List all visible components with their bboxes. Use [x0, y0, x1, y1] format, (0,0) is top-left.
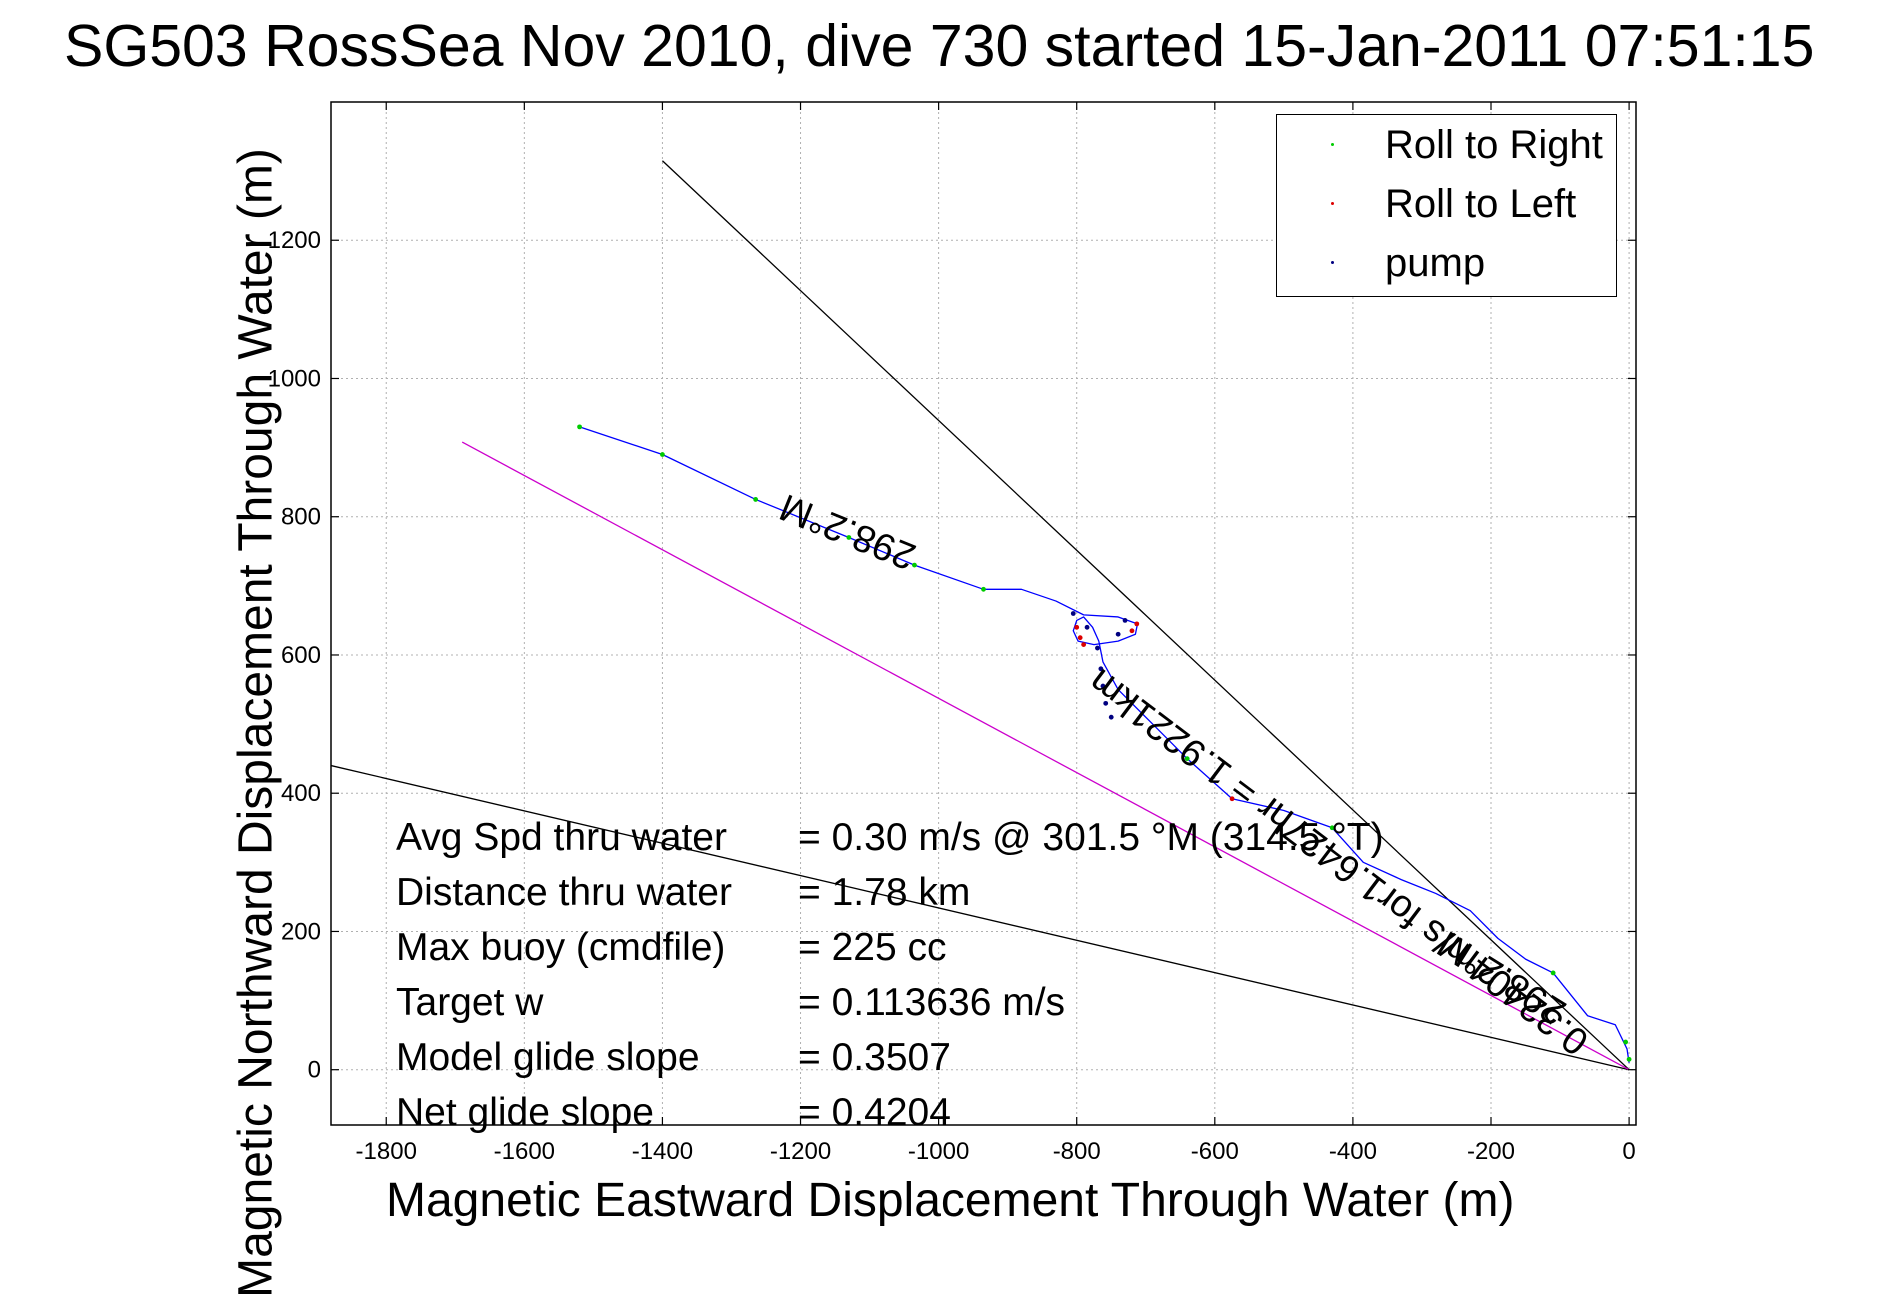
pump-marker [1108, 714, 1114, 720]
x-tick-label: -800 [1053, 1138, 1101, 1165]
x-tick-label: -1200 [770, 1138, 831, 1165]
roll-right-marker [660, 452, 665, 457]
legend-item-pump: pump [1277, 235, 1616, 293]
pump-marker [1098, 666, 1104, 672]
y-axis-label: Magnetic Northward Displacement Through … [229, 148, 283, 1298]
annotation-value: = 1.78 km [798, 871, 971, 914]
roll-left-marker [1077, 635, 1083, 641]
x-tick-label: -200 [1467, 1138, 1515, 1165]
roll-right-marker [1623, 1039, 1629, 1045]
legend-label: pump [1385, 241, 1486, 285]
annotation-value: = 0.30 m/s @ 301.5 °M (314.5 °T) [798, 816, 1384, 859]
roll-right-marker [1184, 756, 1190, 762]
track-line [579, 426, 1630, 1063]
reference-lines [330, 160, 1630, 1071]
pump-marker [1100, 683, 1106, 689]
x-tick-label: -1800 [356, 1138, 417, 1165]
y-tick-label: 1000 [268, 365, 321, 392]
legend-marker [1331, 261, 1334, 264]
x-axis-label: Magnetic Eastward Displacement Through W… [386, 1174, 1515, 1227]
pump-marker [1103, 700, 1109, 706]
x-tick-label: -600 [1191, 1138, 1239, 1165]
reference-line [330, 764, 1630, 1071]
chart-title: SG503 RossSea Nov 2010, dive 730 started… [64, 13, 1815, 79]
x-tick-label: 0 [1622, 1138, 1635, 1165]
x-tick-label: -1000 [908, 1138, 969, 1165]
legend-item-roll-left: Roll to Left [1277, 176, 1616, 234]
x-tick-label: -1600 [494, 1138, 555, 1165]
pump-marker [1084, 624, 1090, 630]
pump-marker [1122, 618, 1128, 623]
roll-right-marker [1626, 1056, 1632, 1062]
roll-right-marker [1329, 825, 1335, 831]
x-tick-label: -1400 [632, 1138, 693, 1165]
line-label: 298.2°M [1431, 922, 1574, 1033]
pump-marker [1070, 611, 1076, 616]
y-tick-label: 800 [281, 504, 321, 531]
legend-label: Roll to Left [1385, 182, 1577, 226]
y-tick-label: 0 [308, 1057, 321, 1084]
y-tick-label: 200 [281, 918, 321, 945]
roll-left-marker [1081, 642, 1087, 648]
roll-left-marker [1229, 796, 1235, 802]
annotation-value: = 0.3507 [798, 1036, 951, 1079]
legend-item-roll-right: Roll to Right [1277, 117, 1616, 175]
roll-right-marker [912, 562, 917, 568]
roll-right-marker [753, 497, 759, 502]
roll-pump-markers [577, 424, 1632, 1062]
glider-track-plot: -1800 -1600 -1400 -1200 -1000 -800 -600 -400 -20… [268, 101, 1637, 1165]
legend-marker [1331, 143, 1334, 146]
line-labels: 298.2°M0.32404m/s for1.6427hr = 1.9221km… [774, 485, 1596, 1063]
y-tick-label: 400 [281, 780, 321, 807]
y-tick-label: 600 [281, 642, 321, 669]
annotation-label: Max buoy (cmdfile) [396, 926, 726, 969]
reference-line [661, 160, 1630, 1071]
x-tick-label: -400 [1329, 1138, 1377, 1165]
roll-left-marker [1129, 628, 1135, 634]
y-tick-label: 1200 [268, 227, 321, 254]
dive-track [579, 426, 1630, 1063]
plot-area-frame [330, 101, 1637, 1126]
legend: Roll to Right Roll to Left pump [1276, 114, 1617, 297]
pump-marker [1115, 631, 1121, 637]
annotation-label: Net glide slope [396, 1091, 654, 1134]
annotation-value: = 0.113636 m/s [798, 981, 1066, 1024]
pump-marker [1095, 645, 1100, 651]
annotation-label: Target w [396, 981, 544, 1024]
annotation-value: = 0.4204 [798, 1091, 951, 1134]
reference-line [461, 441, 1630, 1071]
roll-right-marker [981, 586, 986, 592]
line-label: 298.2°M [774, 485, 921, 577]
roll-left-marker [1134, 621, 1140, 627]
annotation-value: = 225 cc [798, 926, 947, 969]
annotation-label: Distance thru water [396, 871, 732, 914]
legend-label: Roll to Right [1385, 123, 1603, 167]
roll-right-marker [1550, 970, 1556, 976]
axis-ticks: -1800 -1600 -1400 -1200 -1000 -800 -600 -400 -20… [268, 102, 1636, 1165]
roll-left-marker [1074, 624, 1080, 630]
legend-marker [1331, 202, 1334, 205]
roll-right-marker [577, 424, 582, 430]
roll-right-marker [846, 535, 852, 540]
annotation-label: Avg Spd thru water [396, 816, 727, 859]
annotation-label: Model glide slope [396, 1036, 700, 1079]
